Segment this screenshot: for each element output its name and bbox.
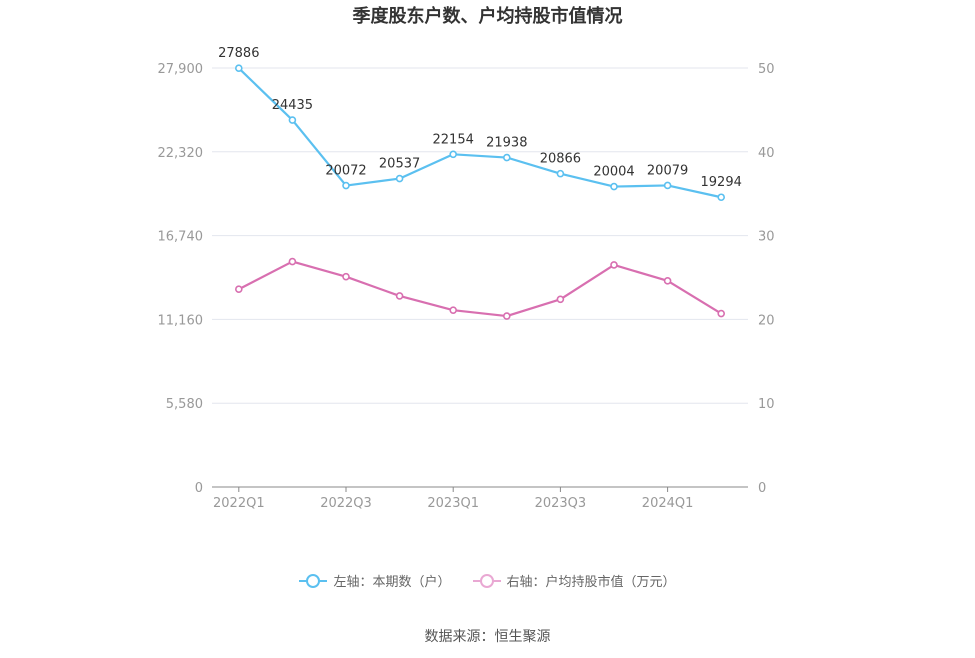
left-axis-tick-label: 27,900 <box>158 62 204 77</box>
households-data-label: 20072 <box>325 164 366 179</box>
right-axis-tick-label: 10 <box>758 397 775 412</box>
gridlines <box>212 67 748 404</box>
households-data-label: 20079 <box>647 163 688 178</box>
right-axis-tick-label: 50 <box>758 62 775 77</box>
x-axis-tick-label: 2024Q1 <box>642 496 694 511</box>
avg-value-point <box>717 309 726 318</box>
households-point <box>235 64 243 73</box>
avg-value-point <box>395 292 404 300</box>
households-point <box>502 153 511 162</box>
right-axis-tick-label: 40 <box>758 146 775 161</box>
households-data-label: 19294 <box>701 175 742 190</box>
households-data-label: 24435 <box>272 98 313 113</box>
avg-value-line <box>238 260 722 318</box>
households-data-label: 20537 <box>379 157 420 172</box>
households-point <box>395 174 404 183</box>
left-axis-tick-label: 5,580 <box>166 397 203 412</box>
right-axis-tick-label: 20 <box>758 313 775 328</box>
left-axis-tick-label: 11,160 <box>158 313 204 328</box>
households-point <box>663 181 672 190</box>
households-data-label: 27886 <box>218 46 259 61</box>
series-points <box>235 64 726 320</box>
households-point <box>342 181 350 190</box>
households-point <box>288 116 297 124</box>
left-axis-tick-label: 16,740 <box>158 230 204 245</box>
avg-value-point <box>502 312 511 320</box>
legend: 左轴：本期数（户） 右轴：户均持股市值（万元） <box>0 571 975 590</box>
series-lines <box>238 67 722 318</box>
avg-value-point <box>610 261 618 269</box>
x-axis-tick-label: 2023Q3 <box>535 496 587 511</box>
avg-value-point <box>235 285 243 294</box>
avg-value-point <box>342 272 350 281</box>
households-point <box>449 150 458 159</box>
households-point <box>556 169 565 178</box>
households-point <box>610 182 618 191</box>
avg-value-point <box>449 306 458 314</box>
data-labels: 27886 24435 20072 20537 22154 21938 20866 20004… <box>218 46 742 190</box>
avg-value-point <box>288 257 297 266</box>
legend-marker-icon <box>472 573 501 589</box>
households-data-label: 21938 <box>486 136 527 151</box>
x-axis-tick-label: 2022Q1 <box>213 496 265 511</box>
chart-title: 季度股东户数、户均持股市值情况 <box>352 6 623 27</box>
x-axis-tick-label: 2023Q1 <box>427 496 479 511</box>
households-point <box>717 193 726 202</box>
right-axis-tick-label: 0 <box>758 481 766 496</box>
households-line <box>238 67 722 199</box>
axes: 0 0 5,580 10 11,160 20 16,740 30 22,320 40 27,900 5… <box>158 62 775 511</box>
households-data-label: 20866 <box>540 152 581 167</box>
avg-value-point <box>556 295 565 304</box>
right-axis-tick-label: 30 <box>758 230 775 245</box>
legend-marker-icon <box>299 573 328 589</box>
avg-value-point <box>663 277 672 285</box>
legend-label-households: 左轴：本期数（户） <box>333 575 451 590</box>
households-data-label: 22154 <box>433 132 474 147</box>
left-axis-tick-label: 22,320 <box>158 146 204 161</box>
x-axis-tick-label: 2022Q3 <box>320 496 372 511</box>
left-axis-tick-label: 0 <box>195 481 203 496</box>
source-note: 数据来源：恒生聚源 <box>424 629 551 645</box>
legend-item-avg-value[interactable]: 右轴：户均持股市值（万元） <box>472 571 676 590</box>
households-data-label: 20004 <box>593 165 634 180</box>
legend-label-avg-value: 右轴：户均持股市值（万元） <box>506 575 676 590</box>
legend-item-households[interactable]: 左轴：本期数（户） <box>299 571 451 590</box>
